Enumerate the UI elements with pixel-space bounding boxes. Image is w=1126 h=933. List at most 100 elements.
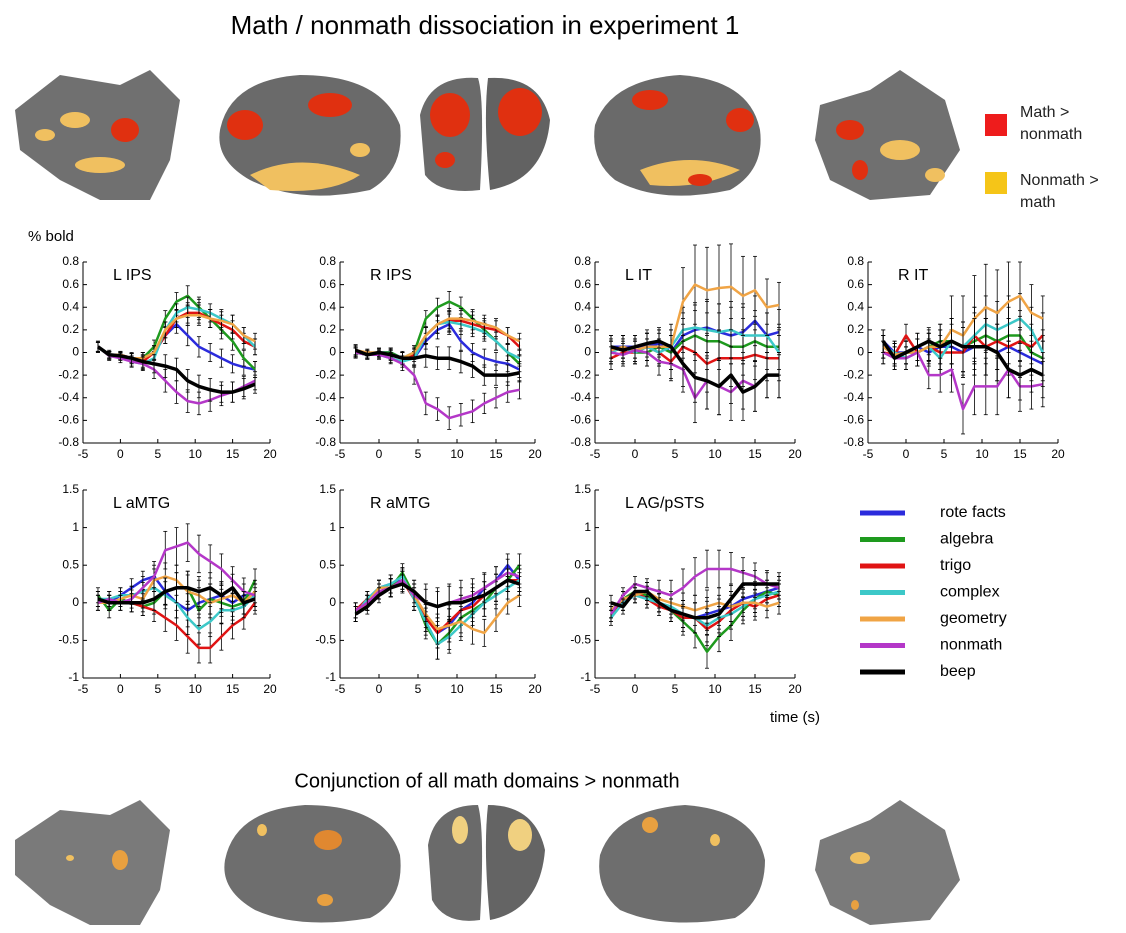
x-tick-label: 15 — [1013, 447, 1027, 461]
x-tick-label: -5 — [78, 447, 89, 461]
panel: -0.8 -0.6 -0.4 -0.2 0 0.2 0.4 0.6 0.8 -5 0 5 10 15 20 R… — [315, 254, 542, 461]
y-tick-label: 0 — [329, 595, 336, 609]
y-tick-label: 0.6 — [574, 277, 591, 291]
y-tick-label: 1 — [584, 520, 591, 534]
x-tick-label: -5 — [78, 682, 89, 696]
y-tick-label: -0.2 — [843, 367, 864, 381]
y-tick-label: 0.4 — [847, 299, 864, 313]
panel-title: R IPS — [370, 267, 412, 284]
y-tick-label: 0 — [584, 595, 591, 609]
series-line — [610, 339, 779, 394]
y-tick-label: -0.4 — [570, 390, 591, 404]
y-tick-label: 0.8 — [62, 254, 79, 268]
x-tick-label: 5 — [941, 447, 948, 461]
y-tick-label: -0.2 — [315, 367, 336, 381]
x-tick-label: 0 — [632, 447, 639, 461]
x-tick-label: 15 — [226, 447, 240, 461]
y-tick-label: -0.2 — [58, 367, 79, 381]
y-tick-label: -0.5 — [570, 633, 591, 647]
x-tick-label: -5 — [863, 447, 874, 461]
x-tick-label: 5 — [415, 447, 422, 461]
y-tick-label: 1.5 — [319, 482, 336, 496]
y-tick-label: -0.8 — [843, 435, 864, 449]
x-tick-label: 20 — [788, 447, 802, 461]
legend-label: trigo — [940, 557, 971, 574]
x-tick-label: 0 — [376, 682, 383, 696]
x-tick-label: 10 — [975, 447, 989, 461]
y-tick-label: 1 — [329, 520, 336, 534]
x-tick-label: 10 — [708, 447, 722, 461]
x-tick-label: 10 — [189, 447, 203, 461]
panel: -1 -0.5 0 0.5 1 1.5 -5 0 5 10 15 20 L aMTG — [58, 482, 277, 696]
x-tick-label: -5 — [590, 682, 601, 696]
series-line — [354, 348, 520, 377]
figure-title: Math / nonmath dissociation in experimen… — [231, 10, 740, 40]
y-tick-label: 0.4 — [62, 299, 79, 313]
x-tick-label: 15 — [748, 447, 762, 461]
panel: -1 -0.5 0 0.5 1 1.5 -5 0 5 10 15 20 R aMTG — [315, 482, 542, 696]
y-tick-label: -0.5 — [315, 633, 336, 647]
panel-title: L IT — [625, 267, 652, 284]
series-line — [355, 351, 520, 420]
x-tick-label: 20 — [263, 682, 277, 696]
panel-title: L AG/pSTS — [625, 495, 704, 512]
x-tick-label: -5 — [335, 682, 346, 696]
y-tick-label: 0.4 — [574, 299, 591, 313]
y-tick-label: -0.4 — [315, 390, 336, 404]
series-line — [96, 345, 256, 394]
y-tick-label: 0 — [857, 345, 864, 359]
y-tick-label: 0.8 — [574, 254, 591, 268]
panel-title: L IPS — [113, 267, 152, 284]
x-tick-label: 0 — [117, 447, 124, 461]
series-line — [882, 351, 1044, 411]
y-tick-label: 0.2 — [319, 322, 336, 336]
x-tick-label: 0 — [903, 447, 910, 461]
y-tick-label: -0.4 — [843, 390, 864, 404]
series-line — [610, 283, 780, 352]
x-tick-label: 0 — [632, 682, 639, 696]
x-tick-label: 10 — [450, 447, 464, 461]
panel-title: L aMTG — [113, 495, 170, 512]
x-tick-label: -5 — [590, 447, 601, 461]
brain-maps-top — [15, 70, 960, 200]
map-legend-label: Math > nonmath — [1020, 104, 1083, 143]
y-tick-label: 0.2 — [847, 322, 864, 336]
y-tick-label: 0.5 — [62, 557, 79, 571]
brain-maps-bottom — [15, 800, 960, 925]
x-tick-label: 15 — [226, 682, 240, 696]
y-tick-label: -0.6 — [315, 413, 336, 427]
x-tick-label: 20 — [263, 447, 277, 461]
legend-label: beep — [940, 663, 976, 680]
y-tick-label: 0.8 — [847, 254, 864, 268]
legend-label: nonmath — [940, 637, 1002, 654]
y-tick-label: 0 — [72, 595, 79, 609]
y-tick-label: -0.8 — [58, 435, 79, 449]
x-tick-label: 5 — [154, 447, 161, 461]
y-tick-label: 0.6 — [319, 277, 336, 291]
y-tick-label: 1.5 — [62, 482, 79, 496]
y-tick-label: -1 — [580, 670, 591, 684]
y-tick-label: -0.8 — [315, 435, 336, 449]
series-line — [881, 339, 1044, 377]
panel-title: R aMTG — [370, 495, 430, 512]
x-axis-label: time (s) — [770, 709, 820, 726]
y-tick-label: -0.6 — [570, 413, 591, 427]
panel: -0.8 -0.6 -0.4 -0.2 0 0.2 0.4 0.6 0.8 -5 0 5 10 15 20 L… — [58, 254, 277, 461]
x-tick-label: 20 — [528, 447, 542, 461]
panel-title: R IT — [898, 267, 928, 284]
panel: -0.8 -0.6 -0.4 -0.2 0 0.2 0.4 0.6 0.8 -5 0 5 10 15 20 L… — [570, 243, 802, 461]
y-tick-label: 0.6 — [62, 277, 79, 291]
x-tick-label: 10 — [450, 682, 464, 696]
x-tick-label: 20 — [1051, 447, 1065, 461]
y-tick-label: 1.5 — [574, 482, 591, 496]
y-tick-label: 0.8 — [319, 254, 336, 268]
y-tick-label: 0 — [72, 345, 79, 359]
map-legend-label: Nonmath > math — [1020, 172, 1099, 211]
series-line — [97, 586, 256, 605]
legend-label: geometry — [940, 610, 1007, 627]
panel: -1 -0.5 0 0.5 1 1.5 -5 0 5 10 15 20 L AG/pSTS — [570, 482, 802, 696]
y-tick-label: 1 — [72, 520, 79, 534]
conjunction-title: Conjunction of all math domains > nonmat… — [294, 770, 679, 792]
x-tick-label: 15 — [748, 682, 762, 696]
x-tick-label: 15 — [489, 447, 503, 461]
